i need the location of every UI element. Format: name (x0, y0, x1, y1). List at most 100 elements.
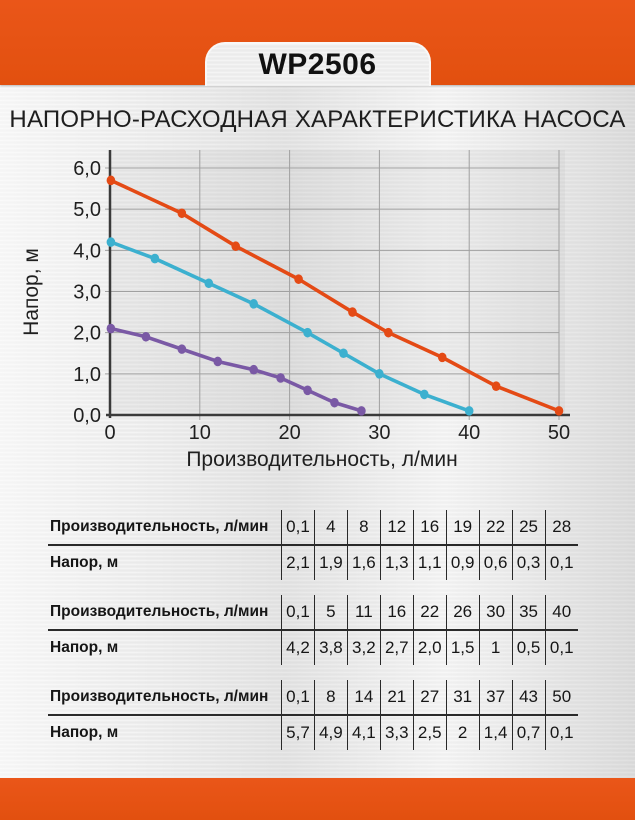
row-label: Напор, м (50, 639, 119, 656)
value-cell: 26 (445, 595, 480, 631)
value-cell: 14 (346, 680, 381, 716)
pump-performance-chart: 0,0 1,0 2,0 3,0 4,0 5,0 6,0 0 10 20 30 40 50 Производ… (20, 150, 570, 471)
x-tick-label: 0 (104, 422, 115, 444)
value-cell: 2 (445, 715, 480, 750)
data-point-head-curve-low (303, 385, 312, 396)
value-cell: 21 (379, 680, 414, 716)
table-row: Производительность, л/мин 0,1 4 8 12 16 19 22 25… (48, 510, 578, 546)
y-tick-label: 6,0 (73, 158, 101, 180)
value-cell: 0,9 (445, 545, 480, 580)
value-cell: 4,2 (281, 630, 315, 665)
value-cell: 40 (544, 595, 578, 631)
x-tick-label: 30 (368, 422, 390, 444)
value-cell: 3,3 (379, 715, 414, 750)
pump-data-table-1: Производительность, л/мин 0,1 4 8 12 16 19 22 25… (48, 510, 578, 580)
row-label: Производительность, л/мин (48, 510, 282, 546)
value-cell: 1,6 (346, 545, 381, 580)
value-cell: 25 (511, 510, 545, 546)
value-cell: 2,5 (412, 715, 447, 750)
value-cell: 1,1 (412, 545, 447, 580)
data-point-head-curve-high (231, 241, 241, 252)
data-point-head-curve-high (294, 274, 303, 284)
data-point-head-curve-low (177, 344, 187, 354)
data-point-head-curve-mid (375, 369, 384, 379)
page-title: НАПОРНО-РАСХОДНАЯ ХАРАКТЕРИСТИКА НАСОСА (9, 106, 626, 133)
value-cell: 22 (478, 510, 513, 546)
value-cell: 1 (478, 630, 513, 665)
value-cell: 1,5 (445, 630, 480, 665)
value-cell: 11 (346, 595, 381, 631)
value-cell: 8 (346, 510, 381, 546)
x-tick-label: 40 (458, 422, 480, 444)
value-cell: 0,6 (478, 545, 513, 580)
table-row: Производительность, л/мин 0,1 8 14 21 27 31 37 4… (48, 680, 578, 716)
data-point-head-curve-low (249, 364, 258, 375)
value-cell: 0,1 (281, 510, 315, 546)
data-point-head-curve-low (141, 331, 151, 342)
data-point-head-curve-mid (106, 237, 116, 247)
data-point-head-curve-high (348, 307, 357, 317)
y-tick-label: 4,0 (73, 240, 101, 262)
pump-data-table-3: Производительность, л/мин 0,1 8 14 21 27 31 37 4… (48, 680, 578, 750)
data-point-head-curve-high (106, 175, 116, 186)
data-point-head-curve-low (330, 397, 339, 408)
data-point-head-curve-low (357, 406, 366, 416)
value-cell: 4,1 (346, 715, 381, 750)
value-cell: 37 (478, 680, 513, 716)
x-tick-label: 20 (278, 422, 300, 444)
value-cell: 35 (511, 595, 545, 631)
x-tick-label: 10 (189, 422, 211, 444)
value-cell: 4,9 (313, 715, 348, 750)
data-point-head-curve-mid (464, 406, 474, 416)
row-label: Производительность, л/мин (48, 595, 282, 631)
value-cell: 12 (379, 510, 414, 546)
value-cell: 0,1 (544, 545, 578, 580)
y-tick-label: 0,0 (73, 405, 101, 427)
y-tick-label: 2,0 (73, 323, 101, 345)
data-point-head-curve-high (491, 381, 501, 391)
value-cell: 0,1 (544, 715, 578, 750)
y-tick-label: 3,0 (73, 282, 101, 304)
value-cell: 1,9 (313, 545, 348, 580)
data-point-head-curve-mid (204, 278, 214, 289)
table-row: Напор, м 4,2 3,8 3,2 2,7 2,0 1,5 1 0,5 0,1 (48, 630, 578, 665)
value-cell: 19 (445, 510, 480, 546)
x-axis-title: Производительность, л/мин (186, 448, 457, 471)
row-label: Производительность, л/мин (48, 680, 282, 716)
value-cell: 31 (445, 680, 480, 716)
value-cell: 28 (544, 510, 578, 546)
value-cell: 2,0 (412, 630, 447, 665)
data-point-head-curve-low (106, 323, 116, 334)
x-tick-label: 50 (548, 422, 570, 444)
value-cell: 0,5 (511, 630, 545, 665)
value-cell: 30 (478, 595, 513, 631)
data-point-head-curve-mid (420, 389, 429, 400)
value-cell: 50 (544, 680, 578, 716)
pump-data-table-2: Производительность, л/мин 0,1 5 11 16 22 26 30 3… (48, 595, 578, 665)
value-cell: 3,8 (313, 630, 348, 665)
value-cell: 2,1 (281, 545, 315, 580)
value-cell: 16 (412, 510, 447, 546)
data-tables: Производительность, л/мин 0,1 4 8 12 16 19 22 25… (48, 510, 578, 765)
data-point-head-curve-high (177, 208, 187, 219)
y-axis-title: Напор, м (20, 248, 43, 336)
value-cell: 3,2 (346, 630, 381, 665)
value-cell: 43 (511, 680, 545, 716)
data-point-head-curve-mid (303, 327, 312, 338)
data-point-head-curve-high (437, 352, 447, 363)
value-cell: 2,7 (379, 630, 414, 665)
top-banner: WP2506 (0, 0, 635, 86)
value-cell: 0,3 (511, 545, 545, 580)
value-cell: 1,4 (478, 715, 513, 750)
value-cell: 8 (313, 680, 348, 716)
bottom-bar (0, 778, 635, 820)
value-cell: 4 (313, 510, 348, 546)
data-point-head-curve-mid (249, 299, 258, 309)
data-point-head-curve-low (276, 373, 285, 383)
value-cell: 5 (313, 595, 348, 631)
table-row: Напор, м 2,1 1,9 1,6 1,3 1,1 0,9 0,6 0,3 0,1 (48, 545, 578, 580)
data-point-head-curve-mid (339, 348, 348, 359)
value-cell: 27 (412, 680, 447, 716)
value-cell: 0,7 (511, 715, 545, 750)
value-cell: 5,7 (281, 715, 315, 750)
